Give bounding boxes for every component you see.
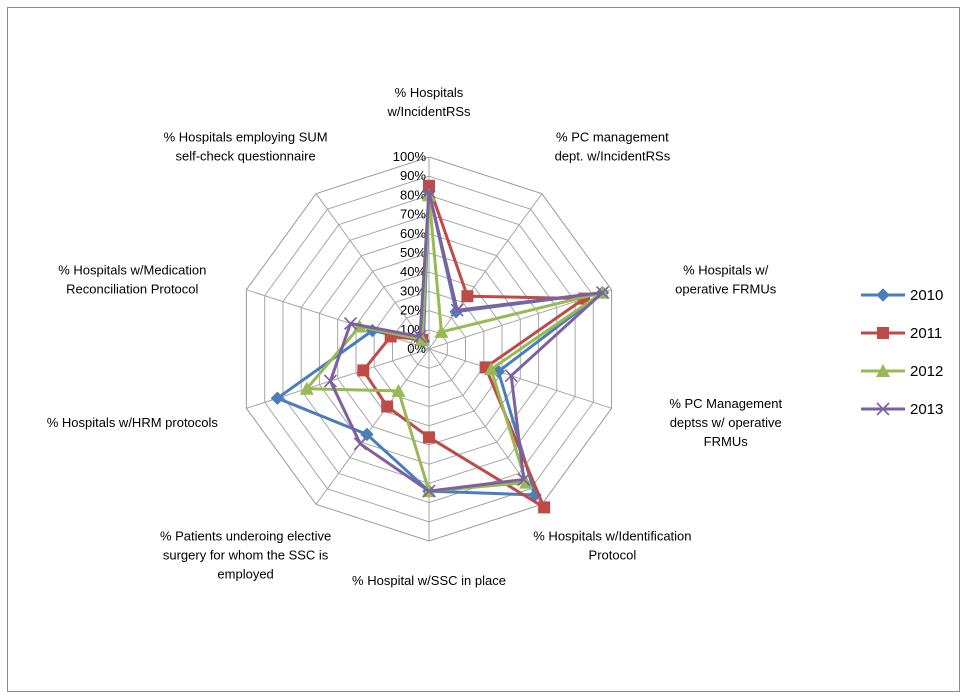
series-marker-x xyxy=(422,484,436,498)
series-marker-x xyxy=(517,472,531,487)
category-label: % Hospitals w/IncidentRSs xyxy=(386,85,471,119)
category-label: % Patients underoing elective surgery for… xyxy=(160,529,331,582)
category-label-line: % PC management xyxy=(556,129,669,144)
series-marker-x xyxy=(876,402,890,416)
category-label-line: FRMUs xyxy=(704,434,749,449)
category-label-line: self-check questionnaire xyxy=(175,148,315,163)
series-marker-square xyxy=(357,364,370,377)
series-marker-diamond xyxy=(270,391,285,405)
grid-spoke xyxy=(428,193,543,350)
legend-label: 2012 xyxy=(910,363,943,380)
legend-label: 2011 xyxy=(910,325,942,342)
series-marker-x xyxy=(353,437,367,451)
legend-item: 2012 xyxy=(861,363,943,380)
category-label: % Hospitals w/Identification Protocol xyxy=(533,529,691,563)
tick-label: 70% xyxy=(400,207,426,222)
series-marker-x xyxy=(343,316,358,331)
tick-label: 40% xyxy=(400,264,426,279)
radar-grid xyxy=(245,156,613,542)
tick-label: 20% xyxy=(400,303,426,318)
series-marker-square xyxy=(877,327,889,339)
series-marker-x xyxy=(323,374,337,388)
category-label: % Hospital w/SSC in place xyxy=(352,573,506,588)
tick-label: 80% xyxy=(400,187,426,202)
series-marker-triangle xyxy=(434,324,449,338)
series-marker-x xyxy=(504,369,518,383)
series-marker-x xyxy=(413,330,427,344)
series-marker-triangle xyxy=(299,381,314,395)
category-label-line: % Hospitals xyxy=(395,85,464,100)
series-marker-square xyxy=(461,290,474,303)
category-label-line: % Hospitals w/HRM protocols xyxy=(47,415,219,430)
series-marker-x xyxy=(422,185,436,199)
tick-label: 30% xyxy=(400,283,426,298)
category-label: % Hospitals w/operative FRMUs xyxy=(675,262,777,296)
series-marker-triangle xyxy=(876,364,890,377)
category-label-line: % Hospitals employing SUM xyxy=(164,129,328,144)
series-marker-diamond xyxy=(876,288,890,302)
category-label-line: % Hospital w/SSC in place xyxy=(352,573,506,588)
category-label: % Hospitals w/Medication Reconciliation P… xyxy=(58,262,206,296)
grid-spoke xyxy=(428,348,612,409)
series-marker-diamond xyxy=(360,427,374,442)
legend-item: 2013 xyxy=(861,401,943,418)
grid-spoke xyxy=(315,193,430,350)
legend-item: 2011 xyxy=(861,325,942,342)
tick-label: 100% xyxy=(393,149,427,164)
grid-spoke xyxy=(315,348,430,505)
category-label: % Hospitals employing SUM self-check ques… xyxy=(164,129,328,163)
tick-label: 60% xyxy=(400,226,426,241)
category-label-line: % Patients underoing elective xyxy=(160,529,331,544)
category-label-line: employed xyxy=(217,567,273,582)
legend-label: 2013 xyxy=(910,401,943,418)
category-label-line: dept. w/IncidentRSs xyxy=(555,148,671,163)
category-labels: % Hospitals w/IncidentRSs % PC management d… xyxy=(47,85,783,588)
series-2013 xyxy=(323,185,610,498)
series-marker-x xyxy=(595,286,610,300)
category-label-line: Reconciliation Protocol xyxy=(66,281,198,296)
series-marker-square xyxy=(423,431,435,444)
series-marker-x xyxy=(450,303,464,317)
legend-label: 2010 xyxy=(910,287,943,304)
series-marker-square xyxy=(538,501,551,514)
category-label-line: % Hospitals w/Medication xyxy=(58,262,206,277)
category-label: % Hospitals w/HRM protocols xyxy=(47,415,219,430)
category-label: % PC Management deptss w/ operative FRMUs xyxy=(669,396,782,449)
category-label-line: surgery for whom the SSC is xyxy=(163,548,329,563)
category-label-line: % Hospitals w/Identification xyxy=(533,529,691,544)
category-label-line: % PC Management xyxy=(669,396,782,411)
series-line xyxy=(361,184,586,509)
series-marker-square xyxy=(381,400,394,413)
legend: 2010 2011 2012 2013 xyxy=(861,287,943,418)
tick-label: 90% xyxy=(400,168,426,183)
category-label-line: deptss w/ operative xyxy=(670,415,782,430)
legend-item: 2010 xyxy=(861,287,943,304)
category-label-line: Protocol xyxy=(589,548,637,563)
series-marker-triangle xyxy=(484,362,499,376)
category-label-line: w/IncidentRSs xyxy=(386,104,471,119)
grid-spoke xyxy=(246,289,430,350)
category-label-line: % Hospitals w/ xyxy=(683,262,769,277)
series-marker-triangle xyxy=(391,383,406,397)
radar-chart: 0%10%20%30%40%50%60%70%80%90%100% % Hosp… xyxy=(47,85,944,588)
category-label: % PC management dept. w/IncidentRSs xyxy=(555,129,671,163)
series-plot-area xyxy=(270,179,610,514)
chart-frame: 0% 10% 20% 30% 40% 50% 60% 70% 80% 90% 100% % Hosp… xyxy=(7,7,960,692)
category-label-line: operative FRMUs xyxy=(675,281,777,296)
tick-label: 50% xyxy=(400,245,426,260)
